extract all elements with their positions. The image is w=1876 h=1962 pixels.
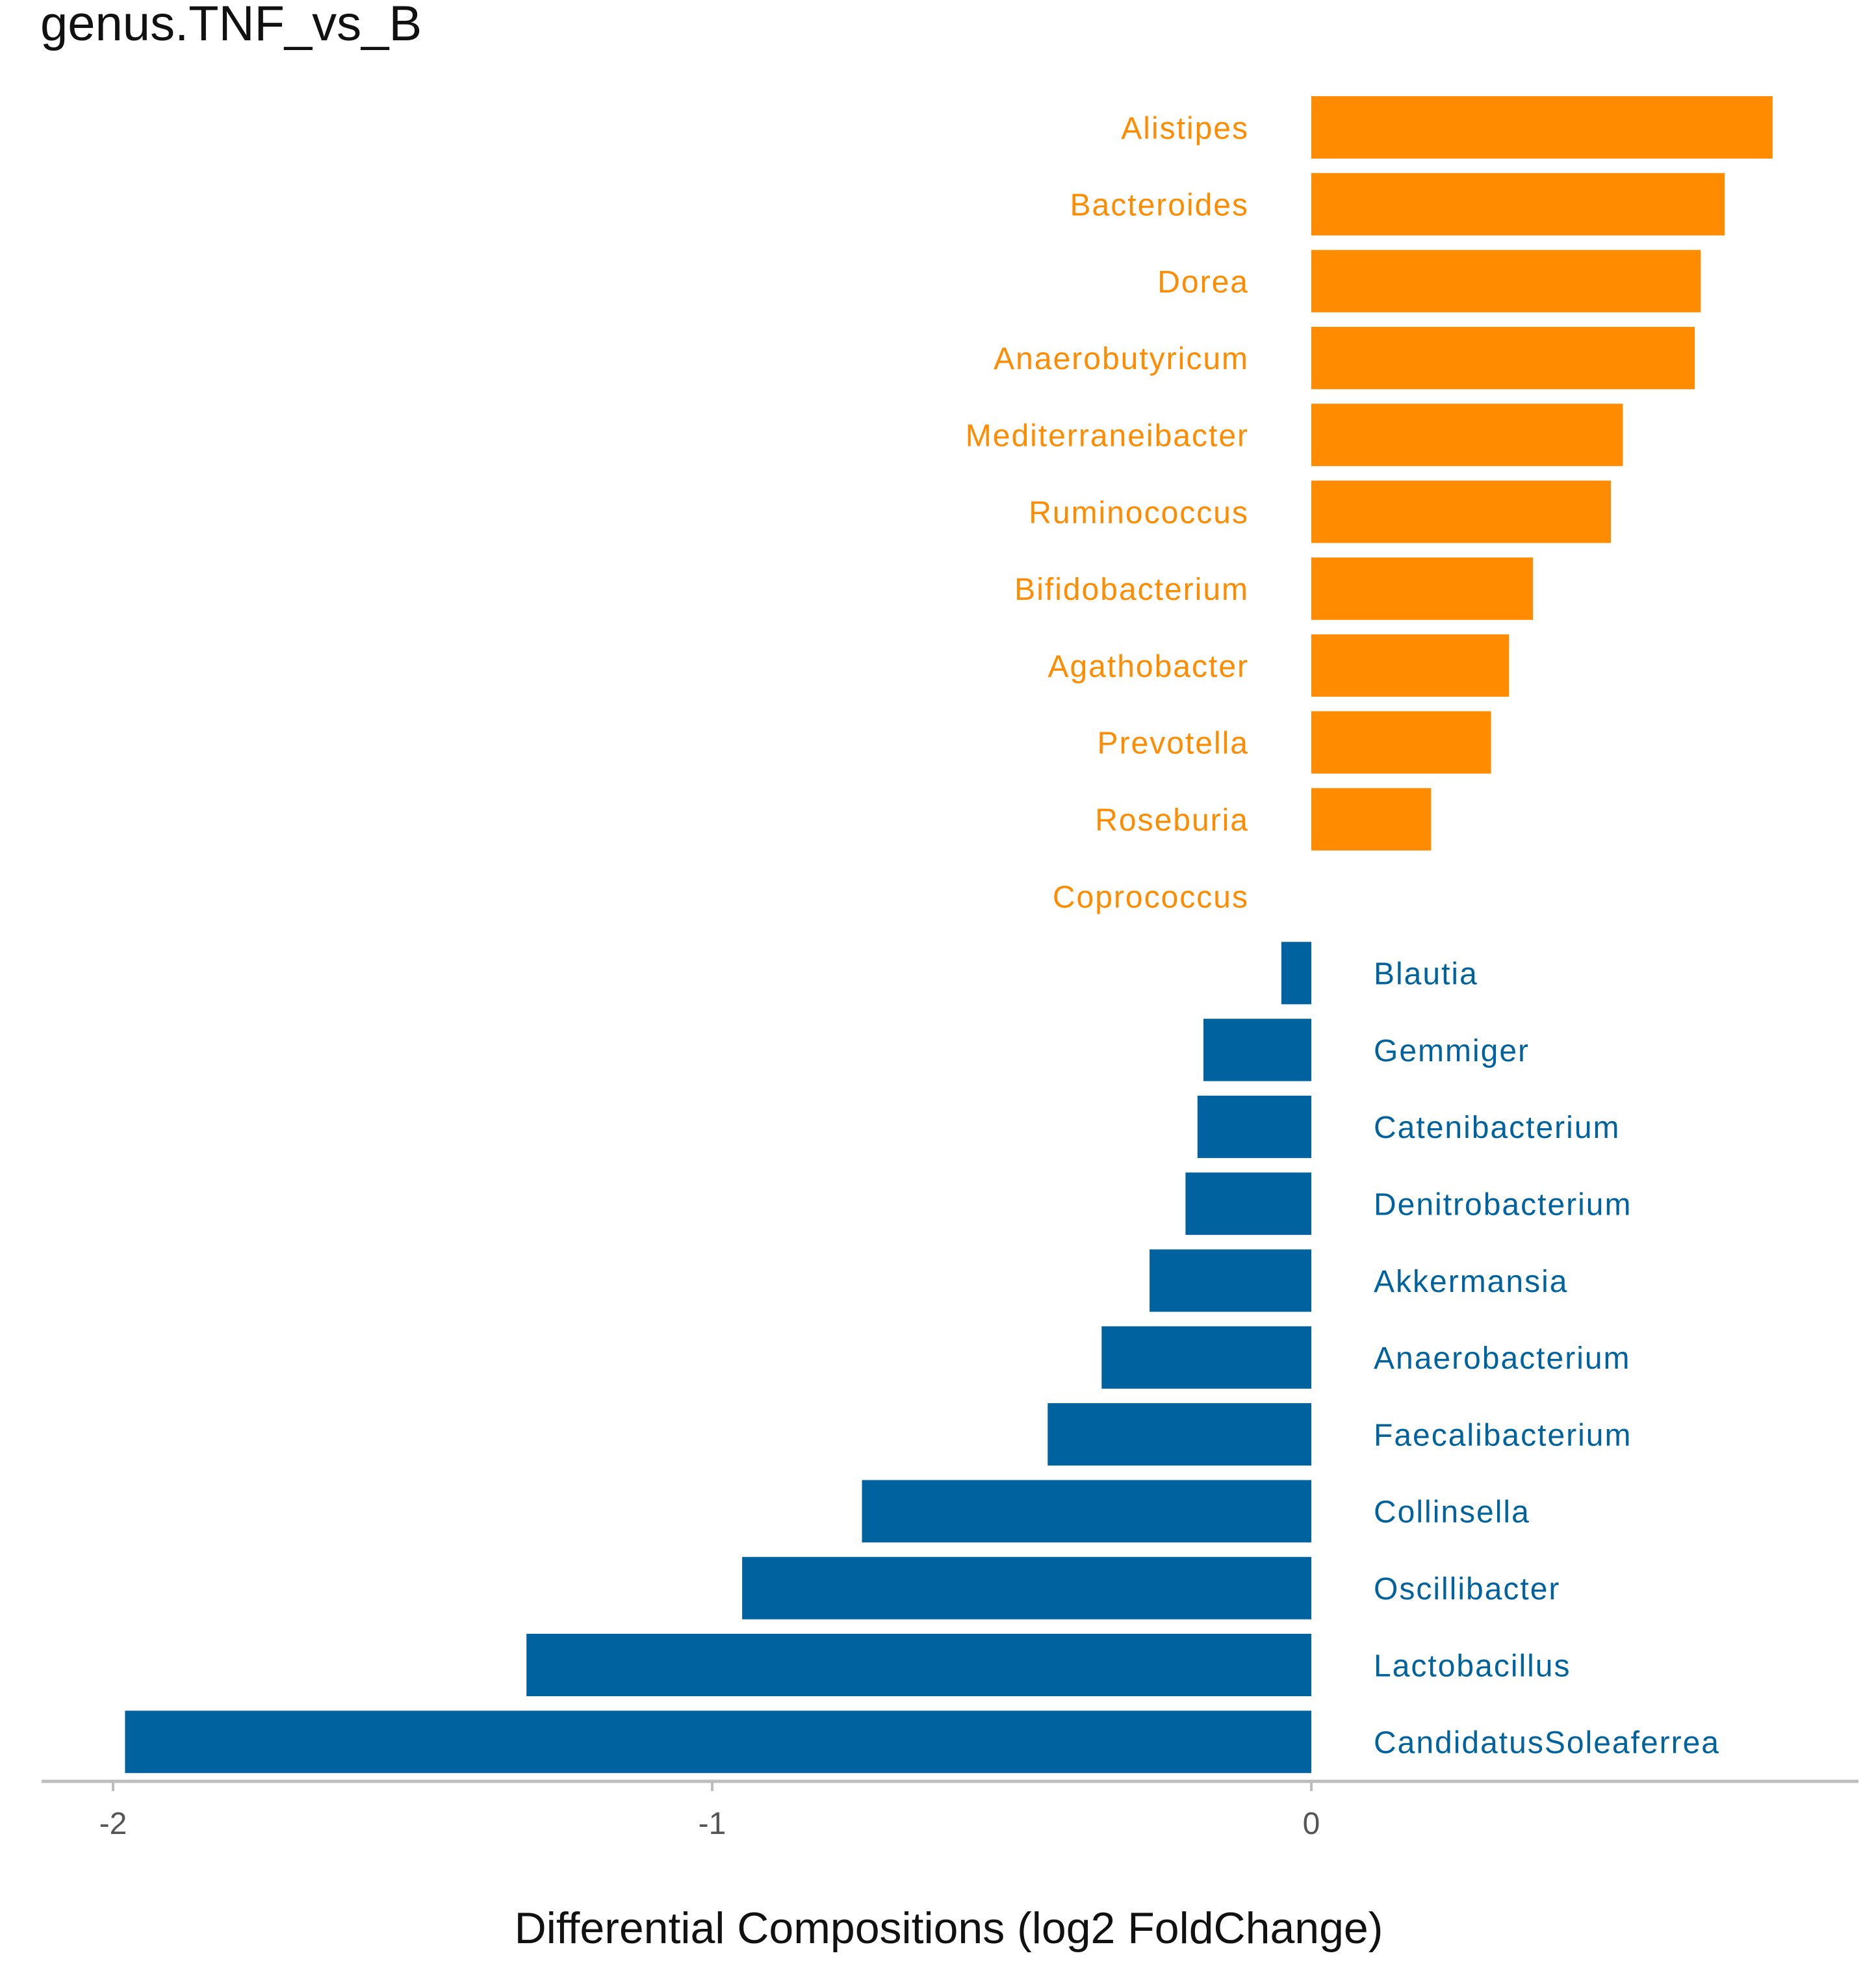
bar-ruminococcus — [1311, 480, 1611, 543]
x-tick-label: 0 — [1303, 1807, 1320, 1841]
category-label-dorea: Dorea — [1157, 265, 1249, 300]
x-tick-label: -2 — [99, 1807, 127, 1841]
bar-collinsella — [862, 1480, 1311, 1543]
bar-catenibacterium — [1197, 1095, 1311, 1158]
bar-blautia — [1281, 942, 1311, 1005]
x-tick-label: -1 — [699, 1807, 726, 1841]
category-label-oscillibacter: Oscillibacter — [1374, 1572, 1560, 1607]
category-label-candidatussoleaferrea: CandidatusSoleaferrea — [1374, 1726, 1720, 1761]
category-label-gemmiger: Gemmiger — [1374, 1034, 1530, 1068]
bar-anaerobutyricum — [1311, 326, 1695, 389]
category-label-faecalibacterium: Faecalibacterium — [1374, 1418, 1632, 1452]
bar-agathobacter — [1311, 634, 1510, 697]
category-label-anaerobutyricum: Anaerobutyricum — [994, 342, 1249, 376]
category-label-akkermansia: Akkermansia — [1374, 1265, 1568, 1299]
x-axis-ticks-group: -2 -1 0 — [99, 1781, 1320, 1841]
category-label-blautia: Blautia — [1374, 957, 1478, 992]
category-label-anaerobacterium: Anaerobacterium — [1374, 1341, 1631, 1376]
category-label-roseburia: Roseburia — [1095, 803, 1249, 838]
category-labels-group: Alistipes Bacteroides Dorea Anaerobutyricum… — [966, 111, 1720, 1761]
category-label-coprococcus: Coprococcus — [1053, 880, 1249, 914]
category-label-agathobacter: Agathobacter — [1047, 649, 1249, 684]
bar-gemmiger — [1203, 1018, 1311, 1081]
category-label-denitrobacterium: Denitrobacterium — [1374, 1188, 1632, 1222]
category-label-prevotella: Prevotella — [1098, 727, 1249, 761]
chart-title: genus.TNF_vs_B — [40, 0, 422, 51]
category-label-lactobacillus: Lactobacillus — [1374, 1649, 1571, 1683]
category-label-ruminococcus: Ruminococcus — [1029, 496, 1249, 530]
bar-bifidobacterium — [1311, 557, 1534, 620]
category-label-alistipes: Alistipes — [1121, 111, 1249, 146]
bar-candidatussoleaferrea — [125, 1710, 1311, 1774]
category-label-catenibacterium: Catenibacterium — [1374, 1111, 1621, 1145]
category-label-bifidobacterium: Bifidobacterium — [1014, 573, 1249, 607]
category-label-mediterraneibacter: Mediterraneibacter — [966, 419, 1249, 454]
bar-roseburia — [1311, 788, 1432, 851]
bar-anaerobacterium — [1101, 1326, 1311, 1389]
bar-denitrobacterium — [1185, 1172, 1311, 1235]
bar-alistipes — [1311, 96, 1773, 159]
bar-bacteroides — [1311, 173, 1725, 236]
bar-mediterraneibacter — [1311, 404, 1623, 467]
bars-group — [125, 96, 1773, 1774]
bar-dorea — [1311, 250, 1701, 313]
bar-prevotella — [1311, 711, 1491, 774]
category-label-bacteroides: Bacteroides — [1070, 188, 1249, 223]
category-label-collinsella: Collinsella — [1374, 1495, 1530, 1530]
bar-faecalibacterium — [1047, 1403, 1311, 1466]
x-axis-label: Differential Compositions (log2 FoldChan… — [515, 1904, 1383, 1953]
bar-akkermansia — [1150, 1249, 1311, 1312]
bar-lactobacillus — [526, 1634, 1312, 1696]
bar-oscillibacter — [742, 1556, 1311, 1620]
